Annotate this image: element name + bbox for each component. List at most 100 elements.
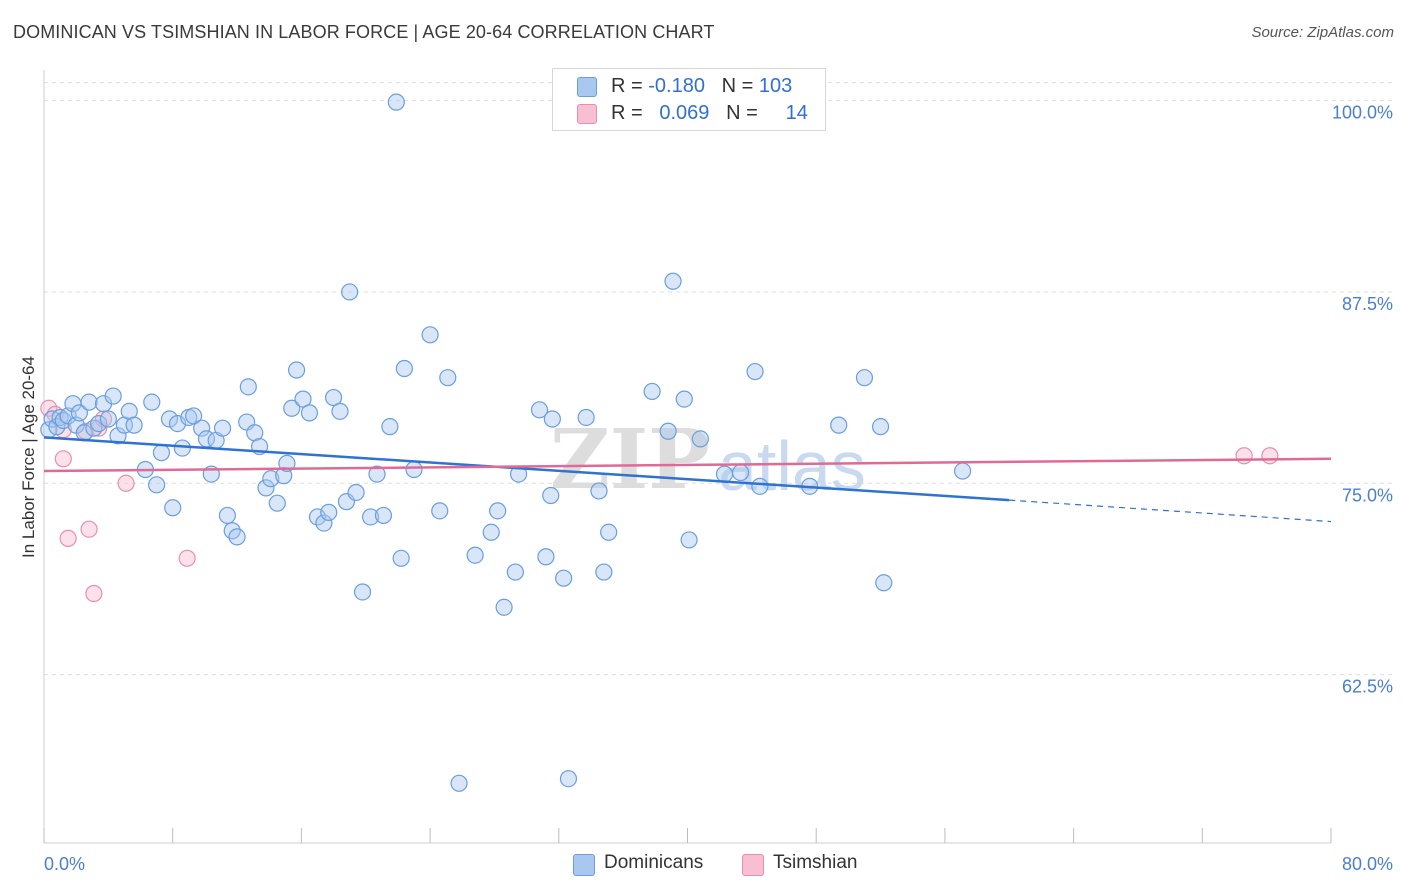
source-label: Source: ZipAtlas.com	[1251, 24, 1394, 41]
dominican-point	[374, 506, 393, 525]
tsimshian-point	[59, 529, 77, 547]
dominican-point	[542, 486, 560, 505]
dominican-point	[347, 483, 365, 502]
dominican-point	[590, 482, 608, 500]
bottom-tsimshian-swatch	[742, 854, 764, 876]
dominican-point	[218, 506, 236, 525]
dominican-point	[125, 416, 143, 434]
dominican-point	[353, 583, 372, 601]
dominican-point	[953, 462, 972, 480]
dominican-point	[287, 361, 306, 379]
watermark-zip: ZIP	[550, 412, 710, 508]
tsimshian-swatch	[577, 104, 597, 124]
tsimshian-point	[178, 549, 196, 567]
dominicans-swatch	[577, 77, 597, 97]
dominican-point	[482, 523, 500, 541]
tsimshian-point	[1235, 447, 1253, 465]
dominican-point	[439, 369, 457, 387]
dominican-point	[537, 548, 555, 566]
dominican-point	[152, 444, 171, 462]
dominican-point	[324, 388, 343, 407]
dominican-point	[405, 460, 423, 479]
dominican-point	[320, 503, 338, 521]
tsimshian-n-value: 14	[785, 102, 808, 124]
dominican-point	[294, 390, 312, 408]
dominicans-r-value: -0.180	[648, 75, 705, 97]
dominican-point	[341, 283, 359, 301]
dominican-point	[331, 402, 349, 420]
y-tick-label: 87.5%	[1342, 294, 1393, 314]
dominican-point	[278, 454, 296, 472]
tsimshian-point	[54, 450, 72, 468]
axes	[43, 70, 1332, 844]
dominican-point	[659, 422, 677, 440]
dominican-point	[387, 93, 405, 111]
dominican-point	[830, 416, 848, 434]
tsimshian-point	[80, 520, 98, 538]
watermark-atlas: atlas	[718, 427, 866, 505]
dominican-point	[751, 477, 769, 495]
tsimshian-r-value: 0.069	[659, 102, 710, 124]
dominican-point	[228, 528, 246, 546]
dominican-point	[731, 463, 750, 482]
dominican-point	[315, 514, 333, 532]
dominicans-r-label: R =	[611, 75, 649, 97]
dominican-point	[421, 326, 439, 344]
legend-tsimshian-text: R = 0.069 N = 14	[611, 102, 808, 125]
dominican-point	[80, 393, 98, 411]
dominican-point	[450, 774, 468, 792]
dominican-point	[185, 407, 203, 425]
dominican-point	[855, 369, 874, 387]
y-tick-label: 62.5%	[1342, 677, 1393, 697]
dominican-trend-extension	[1009, 499, 1332, 523]
dominican-point	[664, 272, 682, 290]
dominican-point	[675, 390, 693, 408]
dominican-point	[268, 494, 286, 512]
dominican-point	[308, 508, 327, 526]
dominicans-n-value: 103	[758, 75, 793, 97]
tsimshian-trend-line	[43, 457, 1332, 473]
dominican-point	[193, 419, 211, 437]
bottom-dominicans-label: Dominicans	[604, 852, 704, 873]
dominican-point	[85, 419, 103, 437]
dominican-point	[691, 430, 709, 448]
dominican-point	[555, 569, 573, 587]
dominican-point	[164, 499, 182, 517]
tsimshian-point	[117, 474, 135, 492]
dominican-point	[257, 479, 275, 497]
bottom-tsimshian-label: Tsimshian	[773, 852, 858, 873]
dominican-point	[746, 362, 764, 381]
legend-dominicans-text: R = -0.180 N = 103	[611, 75, 792, 98]
dominican-point	[466, 546, 484, 564]
watermark: ZIP atlas	[550, 412, 866, 508]
axis-labels: 62.5% 75.0% 87.5% 100.0% 0.0% 80.0% In Labor F…	[19, 103, 1393, 874]
dominican-point	[600, 523, 618, 541]
dominican-point	[368, 465, 386, 483]
x-tick-label-max: 80.0%	[1342, 854, 1393, 874]
dominican-point	[395, 359, 413, 378]
tsimshian-point	[85, 584, 103, 603]
tsimshian-point	[1261, 447, 1279, 465]
dominicans-n-label: N =	[721, 75, 759, 97]
y-axis-title: In Labor Force | Age 20-64	[19, 356, 38, 558]
dominican-point	[54, 411, 72, 430]
dominican-point	[489, 502, 507, 520]
bottom-dominicans-swatch	[573, 854, 595, 876]
dominican-point	[875, 574, 893, 592]
dominican-point	[99, 410, 117, 428]
trend-lines	[43, 436, 1332, 523]
dominican-point	[595, 563, 613, 581]
dominican-point	[381, 418, 399, 436]
tsimshian-point	[40, 399, 58, 417]
dominican-point	[213, 419, 232, 437]
dominican-point	[143, 393, 161, 411]
dominican-point	[173, 439, 191, 457]
dominican-trend-line	[43, 436, 1010, 502]
dominican-point	[283, 399, 301, 417]
dominican-point	[70, 404, 88, 422]
dominican-point	[262, 470, 280, 488]
dominican-point	[104, 387, 122, 405]
dominican-point	[559, 770, 578, 788]
stats-legend: R = -0.180 N = 103 R = 0.069 N = 14	[552, 68, 826, 131]
